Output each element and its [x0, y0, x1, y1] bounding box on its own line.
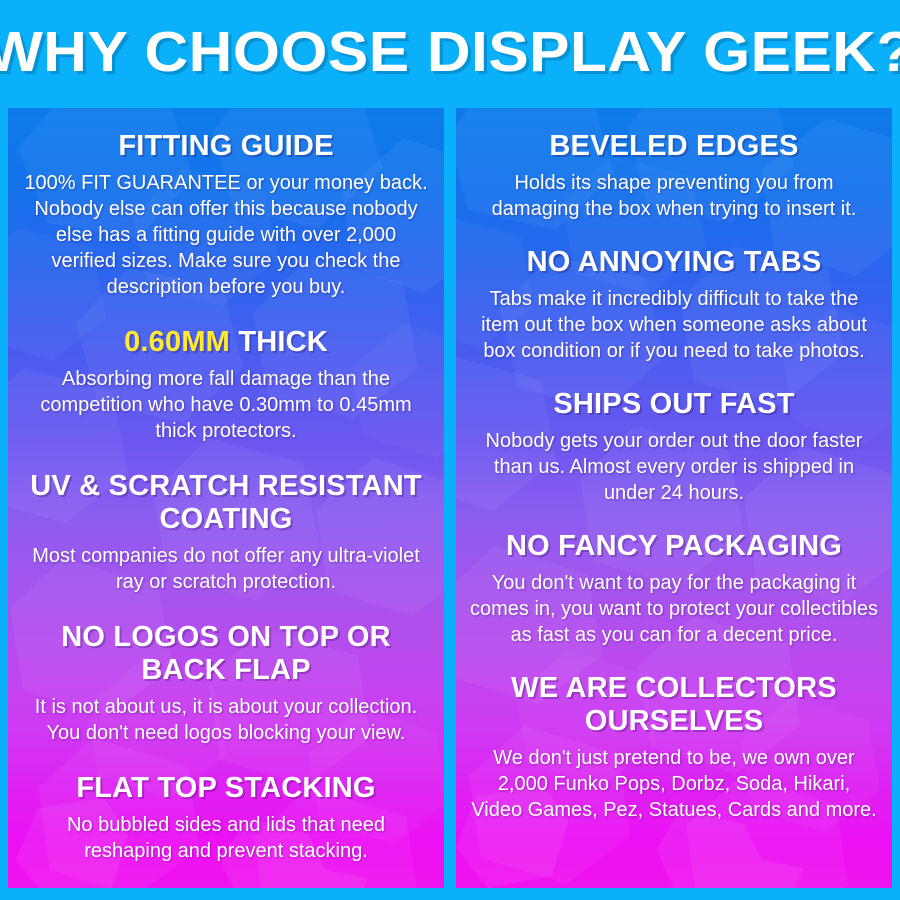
feature-block-no-logos: NO LOGOS ON TOP OR BACK FLAP It is not a…	[22, 621, 430, 746]
feature-title: NO FANCY PACKAGING	[505, 530, 843, 563]
feature-body: We don't just pretend to be, we own over…	[471, 747, 877, 822]
feature-block-ships-out-fast: SHIPS OUT FAST Nobody gets your order ou…	[470, 388, 878, 506]
feature-title: BEVELED EDGES	[549, 130, 799, 162]
header-banner: WHY CHOOSE DISPLAY GEEK?	[0, 0, 900, 104]
feature-body: Absorbing more fall damage than the comp…	[40, 368, 412, 443]
right-feature-panel: BEVELED EDGES Holds its shape preventing…	[456, 108, 892, 888]
feature-title: 0.60MM THICK	[22, 326, 430, 359]
feature-columns: FITTING GUIDE 100% FIT GUARANTEE or your…	[8, 108, 892, 888]
feature-body: Most companies do not offer any ultra-vi…	[32, 545, 420, 594]
left-feature-panel: FITTING GUIDE 100% FIT GUARANTEE or your…	[8, 108, 444, 888]
feature-title: FLAT TOP STACKING	[76, 772, 376, 805]
feature-title: WE ARE COLLECTORS OURSELVES	[511, 672, 837, 738]
feature-body: 100% FIT GUARANTEE or your money back. N…	[24, 172, 428, 299]
page-title: WHY CHOOSE DISPLAY GEEK?	[0, 20, 900, 84]
right-column-blocks: BEVELED EDGES Holds its shape preventing…	[456, 108, 892, 847]
feature-body: You don't want to pay for the packaging …	[470, 572, 878, 647]
feature-block-we-are-collectors: WE ARE COLLECTORS OURSELVES We don't jus…	[470, 672, 878, 823]
left-column-blocks: FITTING GUIDE 100% FIT GUARANTEE or your…	[8, 108, 444, 864]
feature-body: It is not about us, it is about your col…	[34, 696, 418, 745]
feature-body: Holds its shape preventing you from dama…	[491, 172, 857, 221]
feature-body: No bubbled sides and lids that need resh…	[66, 814, 385, 863]
feature-title-rest: THICK	[238, 326, 328, 359]
feature-block-no-annoying-tabs: NO ANNOYING TABS Tabs make it incredibly…	[470, 246, 878, 364]
feature-title: FITTING GUIDE	[118, 130, 334, 162]
feature-title: SHIPS OUT FAST	[553, 388, 795, 421]
feature-body: Tabs make it incredibly difficult to tak…	[481, 288, 867, 363]
feature-block-uv-scratch: UV & SCRATCH RESISTANT COATING Most comp…	[22, 470, 430, 595]
feature-block-thickness: 0.60MM THICK Absorbing more fall damage …	[22, 326, 430, 444]
feature-title-highlight: 0.60MM	[124, 326, 231, 359]
feature-block-no-fancy-packaging: NO FANCY PACKAGING You don't want to pay…	[470, 530, 878, 648]
feature-body: Nobody gets your order out the door fast…	[485, 430, 863, 505]
feature-block-flat-top-stacking: FLAT TOP STACKING No bubbled sides and l…	[22, 772, 430, 864]
feature-block-fitting-guide: FITTING GUIDE 100% FIT GUARANTEE or your…	[22, 130, 430, 300]
feature-block-beveled-edges: BEVELED EDGES Holds its shape preventing…	[470, 130, 878, 222]
feature-title: UV & SCRATCH RESISTANT COATING	[30, 470, 422, 536]
feature-title: NO LOGOS ON TOP OR BACK FLAP	[61, 621, 391, 687]
feature-title: NO ANNOYING TABS	[526, 246, 822, 279]
